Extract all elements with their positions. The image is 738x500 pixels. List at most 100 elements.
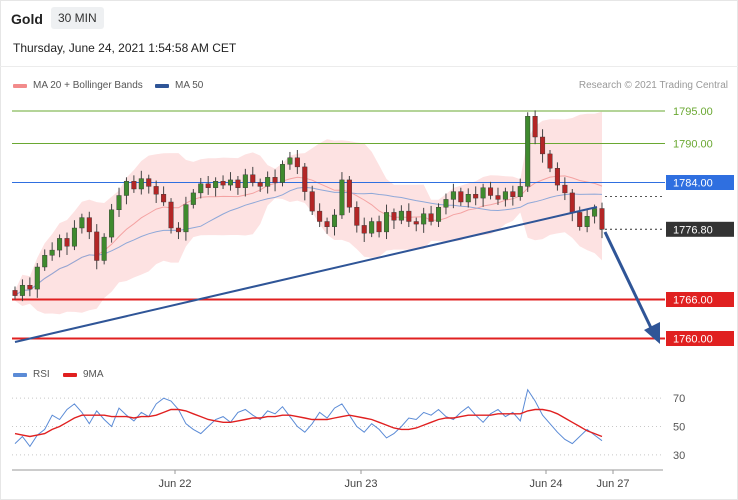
- candle-body: [101, 236, 107, 261]
- candle-body: [369, 221, 375, 234]
- rsi-tick-50: 50: [673, 422, 685, 434]
- candle-body: [599, 208, 605, 230]
- level-box-1776-80: [666, 221, 734, 237]
- candle-body: [294, 157, 300, 168]
- candle-body: [540, 136, 546, 155]
- ma20-swatch: [13, 83, 27, 88]
- candle-body: [517, 186, 523, 197]
- level-label-1760-00: 1760.00: [673, 334, 713, 346]
- timeframe-badge[interactable]: 30 MIN: [51, 7, 104, 29]
- candle-body: [450, 191, 456, 200]
- candle-body: [554, 167, 560, 186]
- candle-body: [480, 187, 486, 199]
- candle-body: [510, 191, 516, 198]
- candle-body: [577, 212, 583, 227]
- candle-body: [153, 186, 159, 195]
- candle-body: [398, 210, 404, 221]
- candle-body: [406, 210, 412, 222]
- rsi-series-9ma: [14, 408, 603, 438]
- rsi-series-rsi: [14, 388, 603, 448]
- level-label-1795-00: 1795.00: [673, 106, 713, 118]
- ma50-legend: MA 50: [155, 80, 203, 91]
- forecast-arrow-shaft: [603, 231, 654, 331]
- candle-body: [242, 174, 248, 188]
- candle-body: [109, 209, 115, 238]
- candle-body: [473, 193, 479, 199]
- candle-body: [384, 212, 390, 233]
- rsi-tick-30: 30: [673, 450, 685, 462]
- level-label-1766-00: 1766.00: [673, 295, 713, 307]
- candle-body: [458, 191, 464, 203]
- rsi-tick-70: 70: [673, 393, 685, 405]
- candle-body: [190, 192, 196, 205]
- candle-body: [272, 177, 278, 183]
- x-label-Jun-23: Jun 23: [344, 478, 377, 490]
- candle-body: [183, 204, 189, 233]
- candle-body: [376, 221, 382, 233]
- candle-body: [19, 285, 25, 296]
- rsi-ma-swatch: [63, 372, 77, 377]
- candle-body: [175, 227, 181, 233]
- candle-body: [584, 216, 590, 227]
- candle-body: [569, 192, 575, 213]
- x-label-Jun-22: Jun 22: [158, 478, 191, 490]
- ma50-legend-label: MA 50: [175, 80, 204, 91]
- candle-body: [428, 213, 434, 222]
- candle-body: [27, 285, 33, 290]
- candle-body: [332, 214, 338, 227]
- level-box-1760-00: [666, 331, 734, 346]
- candle-body: [49, 249, 55, 256]
- candle-body: [12, 290, 18, 296]
- candle-body: [525, 115, 531, 187]
- candle-body: [198, 183, 204, 194]
- ma20-legend: MA 20 + Bollinger Bands: [13, 80, 143, 91]
- candle-body: [339, 179, 345, 216]
- candle-body: [532, 115, 538, 138]
- instrument-title: Gold: [11, 11, 43, 27]
- ma20-line: [14, 175, 603, 297]
- candle-body: [220, 180, 226, 186]
- candle-body: [317, 210, 323, 222]
- candle-body: [57, 238, 63, 251]
- candle-body: [205, 183, 211, 188]
- candle-body: [421, 213, 427, 225]
- rsi-legend-label: RSI: [33, 369, 50, 380]
- candle-body: [131, 180, 137, 190]
- candle-body: [94, 231, 100, 261]
- candle-body: [436, 206, 442, 222]
- rsi-ma-legend-label: 9MA: [83, 369, 104, 380]
- candle-body: [391, 212, 397, 221]
- candle-body: [227, 179, 233, 186]
- candle-body: [123, 180, 129, 196]
- level-label-1790-00: 1790.00: [673, 139, 713, 151]
- candle-body: [146, 178, 152, 187]
- bollinger-band-area: [15, 111, 602, 315]
- candle-body: [547, 153, 553, 169]
- candle-body: [495, 195, 501, 200]
- x-label-Jun-24: Jun 24: [529, 478, 562, 490]
- candle-body: [324, 221, 330, 227]
- ma50-swatch: [155, 83, 169, 88]
- ma20-legend-label: MA 20 + Bollinger Bands: [33, 80, 143, 91]
- candle-body: [161, 193, 167, 203]
- candle-body: [279, 164, 285, 183]
- candle-body: [354, 206, 360, 226]
- candle-body: [71, 227, 77, 247]
- candle-body: [34, 266, 40, 290]
- rsi-swatch: [13, 372, 27, 377]
- candle-body: [116, 195, 122, 211]
- candle-body: [265, 177, 271, 187]
- candle-body: [79, 217, 85, 229]
- candle-body: [592, 208, 598, 217]
- candle-body: [502, 191, 508, 200]
- level-box-1784-00: [666, 175, 734, 190]
- level-box-1766-00: [666, 292, 734, 307]
- candle-body: [562, 184, 568, 194]
- copyright-label: Research © 2021 Trading Central: [578, 80, 728, 91]
- level-label-1784-00: 1784.00: [673, 178, 713, 190]
- candle-body: [86, 217, 92, 233]
- candle-body: [257, 182, 263, 187]
- candle-body: [346, 179, 352, 208]
- candle-body: [42, 255, 48, 268]
